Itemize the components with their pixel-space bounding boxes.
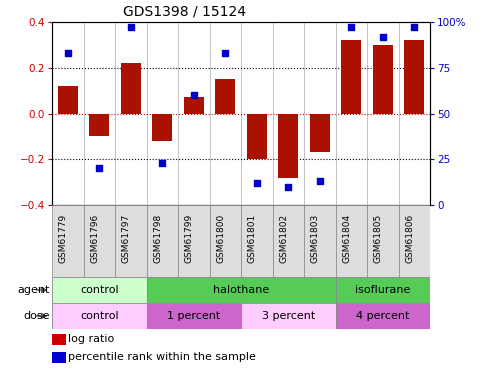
Bar (52, 303, 146, 329)
Point (64, 50, 71, 56)
Bar (121, 63, 141, 114)
Point (190, 92, 198, 98)
Bar (372, 45, 393, 114)
Bar (336, 277, 430, 303)
Point (253, 180, 261, 186)
Bar (146, 277, 336, 303)
Text: GSM61798: GSM61798 (153, 214, 162, 263)
Point (221, 50, 229, 56)
Text: GSM61796: GSM61796 (90, 214, 99, 263)
Text: GSM61797: GSM61797 (122, 214, 131, 263)
Bar (278, 114, 298, 177)
Bar (52, 333, 66, 345)
Bar (178, 205, 210, 277)
Text: 4 percent: 4 percent (356, 311, 410, 321)
Text: GSM61803: GSM61803 (311, 214, 320, 263)
Point (411, 24, 418, 30)
Text: percentile rank within the sample: percentile rank within the sample (68, 352, 256, 363)
Bar (57, 86, 78, 114)
Bar (241, 205, 272, 277)
Point (379, 34, 386, 40)
Bar (336, 205, 367, 277)
Point (127, 24, 135, 30)
Text: isoflurane: isoflurane (355, 285, 411, 295)
Text: dose: dose (23, 311, 50, 321)
Bar (341, 40, 361, 114)
Text: GSM61804: GSM61804 (342, 214, 351, 263)
Text: GSM61805: GSM61805 (374, 214, 383, 263)
Text: GSM61806: GSM61806 (405, 214, 414, 263)
Point (158, 160, 166, 166)
Text: GSM61801: GSM61801 (248, 214, 257, 263)
Bar (241, 303, 336, 329)
Text: agent: agent (17, 285, 50, 295)
Bar (146, 303, 241, 329)
Text: 1 percent: 1 percent (167, 311, 220, 321)
Point (316, 178, 324, 184)
Bar (210, 205, 241, 277)
Bar (398, 205, 430, 277)
Text: GSM61800: GSM61800 (216, 214, 225, 263)
Text: 3 percent: 3 percent (262, 311, 315, 321)
Bar (184, 98, 204, 114)
Text: GDS1398 / 15124: GDS1398 / 15124 (123, 4, 246, 18)
Point (284, 184, 292, 190)
Text: log ratio: log ratio (68, 334, 114, 344)
Bar (152, 114, 172, 141)
Bar (52, 352, 66, 363)
Bar (146, 205, 178, 277)
Text: control: control (80, 311, 118, 321)
Text: GSM61779: GSM61779 (59, 214, 68, 263)
Bar (246, 114, 267, 159)
Text: GSM61802: GSM61802 (279, 214, 288, 263)
Bar (84, 205, 115, 277)
Bar (52, 205, 84, 277)
Bar (404, 40, 425, 114)
Bar (310, 114, 330, 152)
Text: halothane: halothane (213, 285, 269, 295)
Bar (336, 303, 430, 329)
Bar (89, 114, 110, 136)
Bar (367, 205, 398, 277)
Bar (215, 79, 236, 114)
Bar (304, 205, 336, 277)
Point (347, 24, 355, 30)
Point (95, 165, 103, 171)
Text: GSM61799: GSM61799 (185, 214, 194, 263)
Text: control: control (80, 285, 118, 295)
Bar (272, 205, 304, 277)
Bar (115, 205, 146, 277)
Bar (52, 277, 146, 303)
